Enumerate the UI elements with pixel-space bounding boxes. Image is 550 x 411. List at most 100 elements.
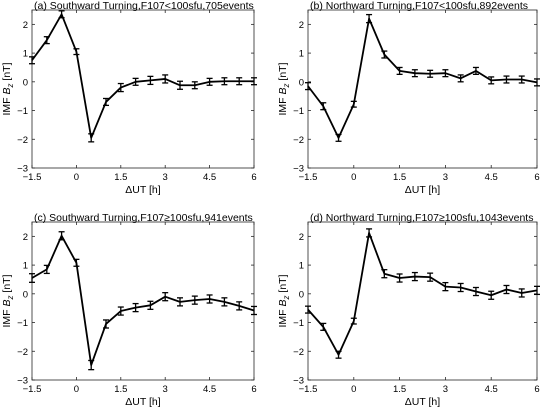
y-tick-label: 2 (299, 232, 304, 243)
x-tick-label: 0 (74, 172, 79, 183)
error-bar (320, 322, 327, 331)
x-axis-label: ΔUT [h] (125, 396, 160, 408)
error-bar (518, 288, 525, 298)
x-tick-label: 3 (163, 384, 168, 395)
error-bar (103, 319, 109, 329)
y-tick-label: 0 (299, 77, 304, 88)
y-tick-label: −2 (17, 347, 28, 358)
y-tick-label: −1 (17, 106, 28, 117)
y-tick-label: −3 (293, 164, 304, 175)
error-bar (221, 297, 228, 307)
plot-frame (31, 9, 255, 169)
error-bar (457, 282, 464, 293)
x-tick-label: −1.5 (299, 384, 318, 395)
x-tick-label: 6 (534, 384, 539, 395)
error-bar (177, 297, 183, 307)
y-tick-label: 0 (299, 289, 304, 300)
error-bar (488, 76, 495, 85)
error-bar (442, 281, 449, 292)
panel-3: −1.5 0 1.5 3 4.5 6 −3 −2 −1 0 1 2 ΔUT [h] IMF Bz [nT]… (277, 212, 540, 408)
error-bar (103, 97, 109, 107)
panel-title: (c) Southward Turning,F107≥100sfu,941eve… (34, 212, 253, 224)
x-tick-label: 6 (251, 384, 256, 395)
x-axis-label: ΔUT [h] (405, 184, 440, 196)
plot-frame (31, 221, 255, 381)
error-bar (442, 69, 449, 78)
error-bar (350, 100, 357, 108)
error-bar (58, 231, 65, 241)
y-axis-label: IMF Bz [nT] (277, 62, 291, 115)
panel-title: (b) Northward Turning,F107<100sfu,892eve… (310, 0, 528, 12)
x-tick-label: 4.5 (485, 172, 498, 183)
error-bar (147, 75, 154, 86)
error-bar (58, 10, 65, 19)
y-tick-label: 0 (23, 77, 28, 88)
error-bar (503, 284, 510, 295)
y-tick-label: −2 (293, 347, 304, 358)
error-bar (73, 258, 80, 267)
error-bar (147, 300, 154, 310)
error-bar (396, 273, 403, 283)
error-bar (221, 77, 228, 86)
error-bar (366, 228, 373, 238)
error-bar (191, 295, 198, 305)
x-tick-label: 0 (74, 384, 79, 395)
error-bar (206, 77, 213, 86)
y-tick-label: 2 (299, 20, 304, 31)
error-bar (427, 272, 434, 282)
error-bar (350, 317, 357, 325)
error-bar (117, 306, 124, 316)
error-bar (472, 286, 479, 297)
error-bar (177, 80, 183, 90)
y-axis-label: IMF Bz [nT] (1, 274, 15, 327)
y-tick-label: 2 (23, 20, 28, 31)
plot-frame (307, 221, 538, 381)
error-bar (305, 305, 311, 314)
error-bar (88, 359, 95, 371)
error-bar (381, 269, 388, 279)
error-bar (132, 302, 139, 313)
x-tick-label: −1.5 (23, 384, 42, 395)
error-bar (162, 74, 169, 84)
y-tick-label: −2 (293, 135, 304, 146)
error-bar (518, 75, 525, 84)
error-bar (457, 74, 464, 83)
error-bar (320, 102, 327, 111)
error-bar (472, 66, 479, 75)
error-bar (335, 350, 342, 359)
error-bar (366, 13, 373, 24)
error-bar (503, 75, 510, 84)
x-tick-label: 1.5 (114, 384, 127, 395)
x-tick-label: 4.5 (485, 384, 498, 395)
x-tick-label: 4.5 (203, 384, 216, 395)
y-tick-label: −3 (17, 376, 28, 387)
error-bar (73, 48, 80, 56)
x-tick-label: 1.5 (114, 172, 127, 183)
x-axis-label: ΔUT [h] (125, 184, 160, 196)
error-bar (534, 78, 540, 87)
plot-frame (307, 9, 538, 169)
error-bar (396, 66, 403, 75)
y-tick-label: −1 (293, 318, 304, 329)
x-tick-label: 6 (251, 172, 256, 183)
x-tick-label: 1.5 (393, 172, 406, 183)
series-line (31, 13, 254, 139)
panel-title: (a) Southward Turning,F107<100sfu,705eve… (34, 0, 254, 12)
y-axis-label: IMF Bz [nT] (1, 62, 15, 115)
panel-1: −1.5 0 1.5 3 4.5 6 −3 −2 −1 0 1 2 ΔUT [h] IMF Bz [nT]… (277, 0, 540, 196)
error-bar (132, 77, 139, 86)
panel-0: −1.5 0 1.5 3 4.5 6 −3 −2 −1 0 1 2 ΔUT [h] IMF Bz [nT]… (1, 0, 257, 196)
x-tick-label: 0 (351, 384, 356, 395)
error-bar (29, 56, 35, 65)
x-tick-label: 3 (443, 384, 448, 395)
error-bar (117, 82, 124, 93)
error-bar (236, 77, 243, 86)
series-line (31, 234, 255, 366)
error-bar (43, 36, 50, 45)
error-bar (251, 305, 257, 316)
x-tick-label: 0 (351, 172, 356, 183)
error-bar (162, 292, 169, 302)
panel-title: (d) Northward Turning,F107≥100sfu,1043ev… (310, 212, 533, 224)
error-bar (427, 69, 434, 78)
